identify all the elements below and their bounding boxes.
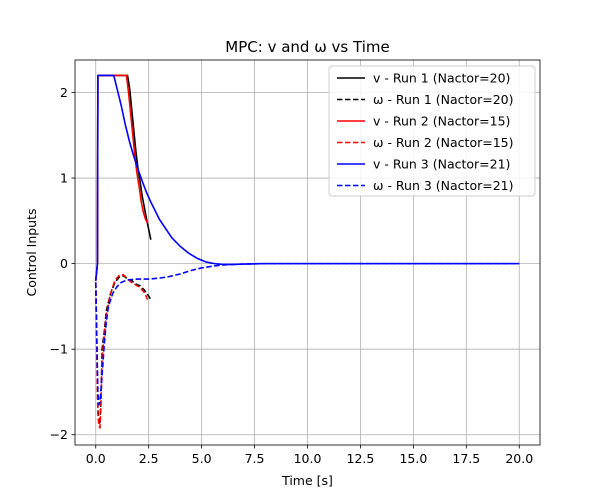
series-line-4 bbox=[94, 273, 149, 429]
x-tick-label: 2.5 bbox=[139, 451, 159, 466]
x-tick-label: 17.5 bbox=[452, 451, 480, 466]
x-tick-label: 10.0 bbox=[294, 451, 322, 466]
y-tick-label: 0 bbox=[60, 256, 68, 271]
series-lines bbox=[94, 74, 520, 429]
legend-label-6: ω - Run 3 (Nactor=21) bbox=[373, 178, 514, 193]
x-tick-label: 20.0 bbox=[505, 451, 533, 466]
y-tick-label: 2 bbox=[60, 85, 68, 100]
legend-label-1: v - Run 1 (Nactor=20) bbox=[373, 71, 510, 86]
x-tick-label: 5.0 bbox=[192, 451, 212, 466]
x-tick-label: 12.5 bbox=[347, 451, 375, 466]
legend-label-5: v - Run 3 (Nactor=21) bbox=[373, 157, 510, 172]
x-tick-label: 7.5 bbox=[245, 451, 265, 466]
legend: v - Run 1 (Nactor=20) ω - Run 1 (Nactor=2… bbox=[328, 65, 536, 197]
y-tick-label: −2 bbox=[50, 427, 68, 442]
y-tick-label: −1 bbox=[50, 342, 68, 357]
x-axis-label: Time [s] bbox=[281, 473, 333, 488]
chart-title: MPC: v and ω vs Time bbox=[225, 38, 389, 56]
legend-label-4: ω - Run 2 (Nactor=15) bbox=[373, 135, 514, 150]
legend-label-2: ω - Run 1 (Nactor=20) bbox=[373, 92, 514, 107]
series-line-6 bbox=[94, 262, 520, 406]
x-tick-label: 0.0 bbox=[86, 451, 106, 466]
y-axis-label: Control Inputs bbox=[24, 208, 39, 296]
legend-label-3: v - Run 2 (Nactor=15) bbox=[373, 114, 510, 129]
y-tick-label: 1 bbox=[60, 171, 68, 186]
axis-ticks: 0.0 2.5 5.0 7.5 10.0 12.5 15.0 17.5 20.0 −2 −1 0 1 2 bbox=[50, 85, 534, 466]
x-tick-label: 15.0 bbox=[399, 451, 427, 466]
legend-box bbox=[328, 65, 536, 197]
